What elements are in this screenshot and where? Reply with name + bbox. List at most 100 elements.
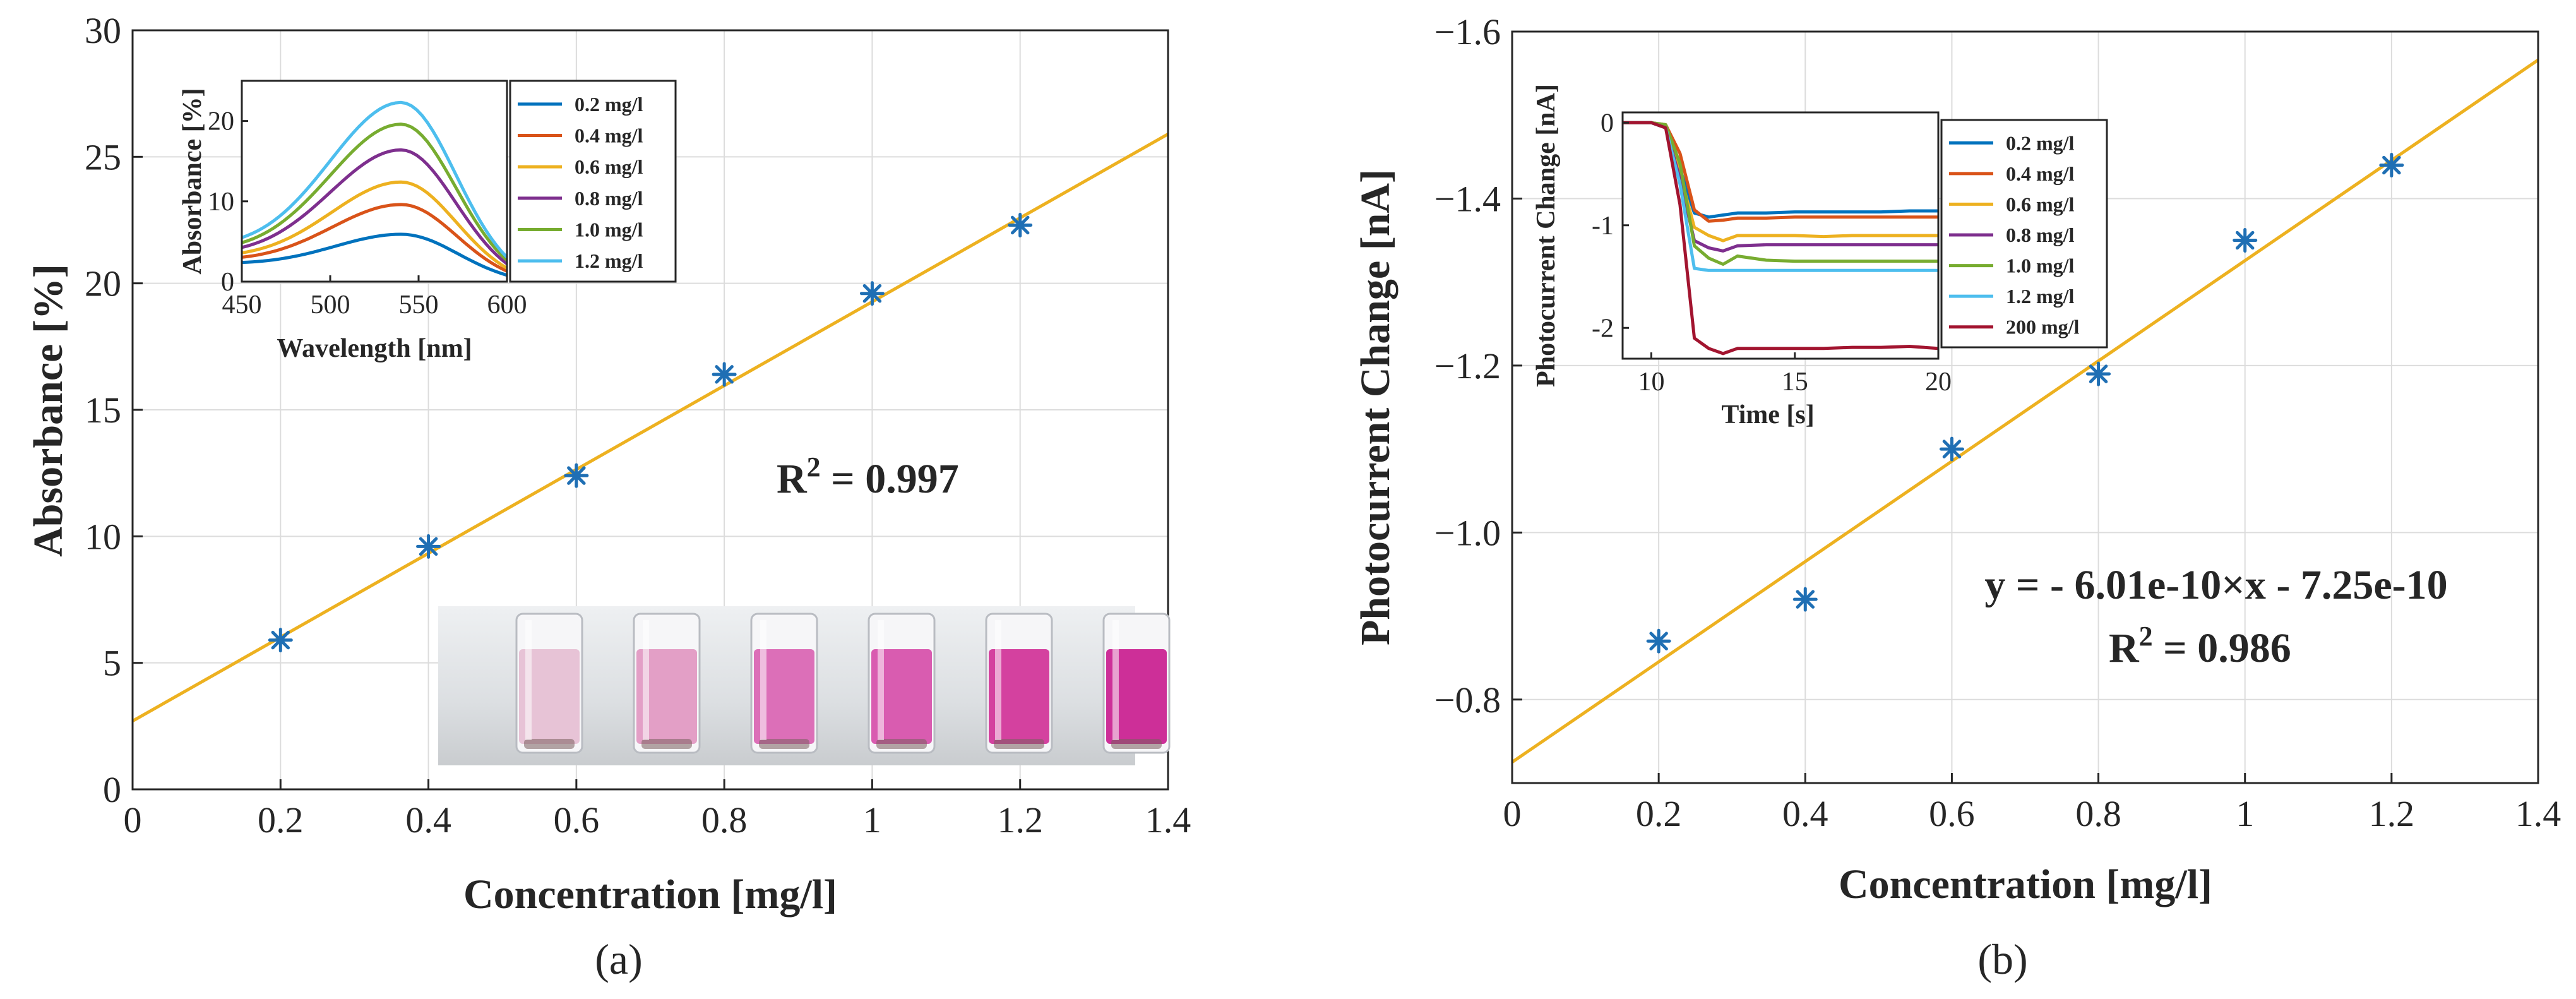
y-tick-label: 5 [103, 643, 121, 684]
legend-item: 0.6 mg/l [1949, 193, 2075, 215]
legend-label: 1.2 mg/l [2006, 285, 2075, 308]
data-point [2233, 228, 2258, 253]
panel-a-y-axis-label: Absorbance [%] [25, 264, 71, 557]
x-tick-label: 0 [124, 799, 142, 840]
legend-label: 0.2 mg/l [575, 93, 643, 116]
legend-item: 0.4 mg/l [1949, 162, 2075, 185]
inset-series-line [241, 232, 508, 277]
data-point [859, 281, 885, 306]
vial-solution [754, 649, 814, 744]
x-tick-label: 0.2 [258, 799, 304, 840]
panel-a-inset-legend-box [509, 80, 677, 283]
panel-a-r-squared-value: = 0.997 [821, 456, 959, 502]
panel-a-r-squared-r: R [777, 456, 808, 502]
vial-highlight [995, 620, 1001, 740]
y-tick-label: 20 [85, 263, 121, 304]
panel-b-inset-x-ticks: 10 15 20 [1638, 352, 1952, 397]
panel-b-r-squared: R2 = 0.986 [2109, 621, 2291, 671]
panel-a-x-ticks: 0 0.2 0.4 0.6 0.8 1 1.2 1.4 [124, 779, 1191, 840]
inset-y-tick-label: 0 [221, 268, 234, 297]
x-tick-label: 0.4 [405, 799, 451, 840]
legend-item: 0.2 mg/l [518, 93, 643, 116]
panel-a-inset-lines [241, 100, 508, 277]
data-point [1646, 628, 1671, 654]
inset-series-line [241, 203, 508, 273]
inset-x-tick-label: 10 [1638, 368, 1664, 397]
x-tick-label: 0.8 [2075, 793, 2121, 834]
inset-x-tick-label: 600 [487, 290, 527, 320]
panel-a-r-squared-exponent: 2 [807, 452, 821, 482]
panel-a-fit-line [131, 133, 1169, 722]
legend-label: 0.8 mg/l [575, 187, 643, 210]
inset-x-tick-label: 550 [399, 290, 439, 320]
panel-b-inset-legend: 0.2 mg/l 0.4 mg/l 0.6 mg/l 0.8 mg/l 1.0 mg/l… [1940, 119, 2108, 349]
y-tick-label: 0 [103, 769, 121, 810]
vial-highlight [1112, 620, 1119, 740]
vial [750, 613, 818, 754]
panel-a-inset-y-label: Absorbance [%] [178, 88, 207, 274]
panel-b-points [1646, 153, 2404, 654]
vial-solution [636, 649, 697, 744]
inset-series-line [241, 180, 508, 270]
y-tick-label: −1.4 [1434, 178, 1501, 219]
legend-label: 0.4 mg/l [2006, 162, 2075, 185]
panel-b-equation: y = - 6.01e-10×x - 7.25e-10 [1984, 562, 2447, 608]
inset-x-tick-label: 450 [222, 290, 262, 320]
inset-series-line [241, 100, 508, 259]
legend-item: 1.2 mg/l [518, 249, 643, 272]
panel-b-y-ticks: −0.8 −1.0 −1.2 −1.4 −1.6 [1434, 11, 1522, 721]
vial-base [994, 739, 1044, 749]
panel-a-inset-x-ticks: 450 500 550 600 [222, 275, 527, 320]
panel-b-r-squared-value: = 0.986 [2153, 625, 2291, 671]
legend-item: 0.2 mg/l [1949, 131, 2075, 154]
vial [868, 613, 936, 754]
data-point [712, 362, 737, 387]
vial-highlight [525, 620, 532, 740]
legend-label: 1.0 mg/l [575, 218, 643, 241]
x-tick-label: 0.6 [1929, 793, 1975, 834]
panel-b-x-axis-label: Concentration [mg/l] [1839, 861, 2212, 907]
vial-base [641, 739, 692, 749]
y-tick-label: 15 [85, 390, 121, 431]
x-tick-label: 0 [1503, 793, 1522, 834]
data-point [2086, 361, 2111, 386]
y-tick-label: 10 [85, 516, 121, 557]
legend-label: 0.6 mg/l [2006, 193, 2075, 215]
panel-b: 0 0.2 0.4 0.6 0.8 1 1.2 1.4 −0.8 −1.0 −1.2 −1.4 −1.… [1352, 11, 2561, 983]
legend-item: 0.8 mg/l [518, 187, 643, 210]
panel-a-inset: 450 500 550 600 0 10 20 Wavelength [nm] Absor… [178, 80, 677, 363]
legend-label: 1.0 mg/l [2006, 254, 2075, 277]
vial-solution [519, 649, 580, 744]
data-point [564, 463, 589, 488]
data-point [2379, 153, 2404, 178]
inset-y-tick-label: 20 [208, 107, 234, 136]
inset-x-tick-label: 500 [311, 290, 350, 320]
x-tick-label: 0.8 [701, 799, 748, 840]
x-tick-label: 0.6 [554, 799, 600, 840]
inset-series-line [1623, 121, 1938, 266]
panel-b-inset-y-ticks: 0 -1 -2 [1592, 109, 1629, 343]
data-point [1939, 436, 1964, 462]
panel-a-points [268, 213, 1033, 653]
legend-item: 1.2 mg/l [1949, 285, 2075, 308]
panel-b-fit-line [1511, 58, 2539, 764]
y-tick-label: −0.8 [1434, 679, 1501, 721]
inset-series-line [1623, 121, 1939, 356]
panel-a-subplot-label: (a) [595, 935, 642, 983]
legend-label: 0.8 mg/l [2006, 224, 2075, 246]
legend-item: 0.6 mg/l [518, 155, 643, 178]
vial [515, 613, 583, 754]
panel-b-axes-box [1511, 30, 2539, 784]
x-tick-label: 1.2 [997, 799, 1043, 840]
panel-a-inset-axes-box [241, 80, 508, 283]
legend-item: 0.4 mg/l [518, 124, 643, 147]
data-point [268, 628, 293, 653]
vial-highlight [643, 620, 649, 740]
legend-label: 0.4 mg/l [575, 124, 643, 147]
data-point [1792, 587, 1818, 612]
panel-b-inset-axes-box [1621, 111, 1940, 360]
vial-base [524, 739, 575, 749]
panel-a-x-axis-label: Concentration [mg/l] [463, 871, 837, 918]
